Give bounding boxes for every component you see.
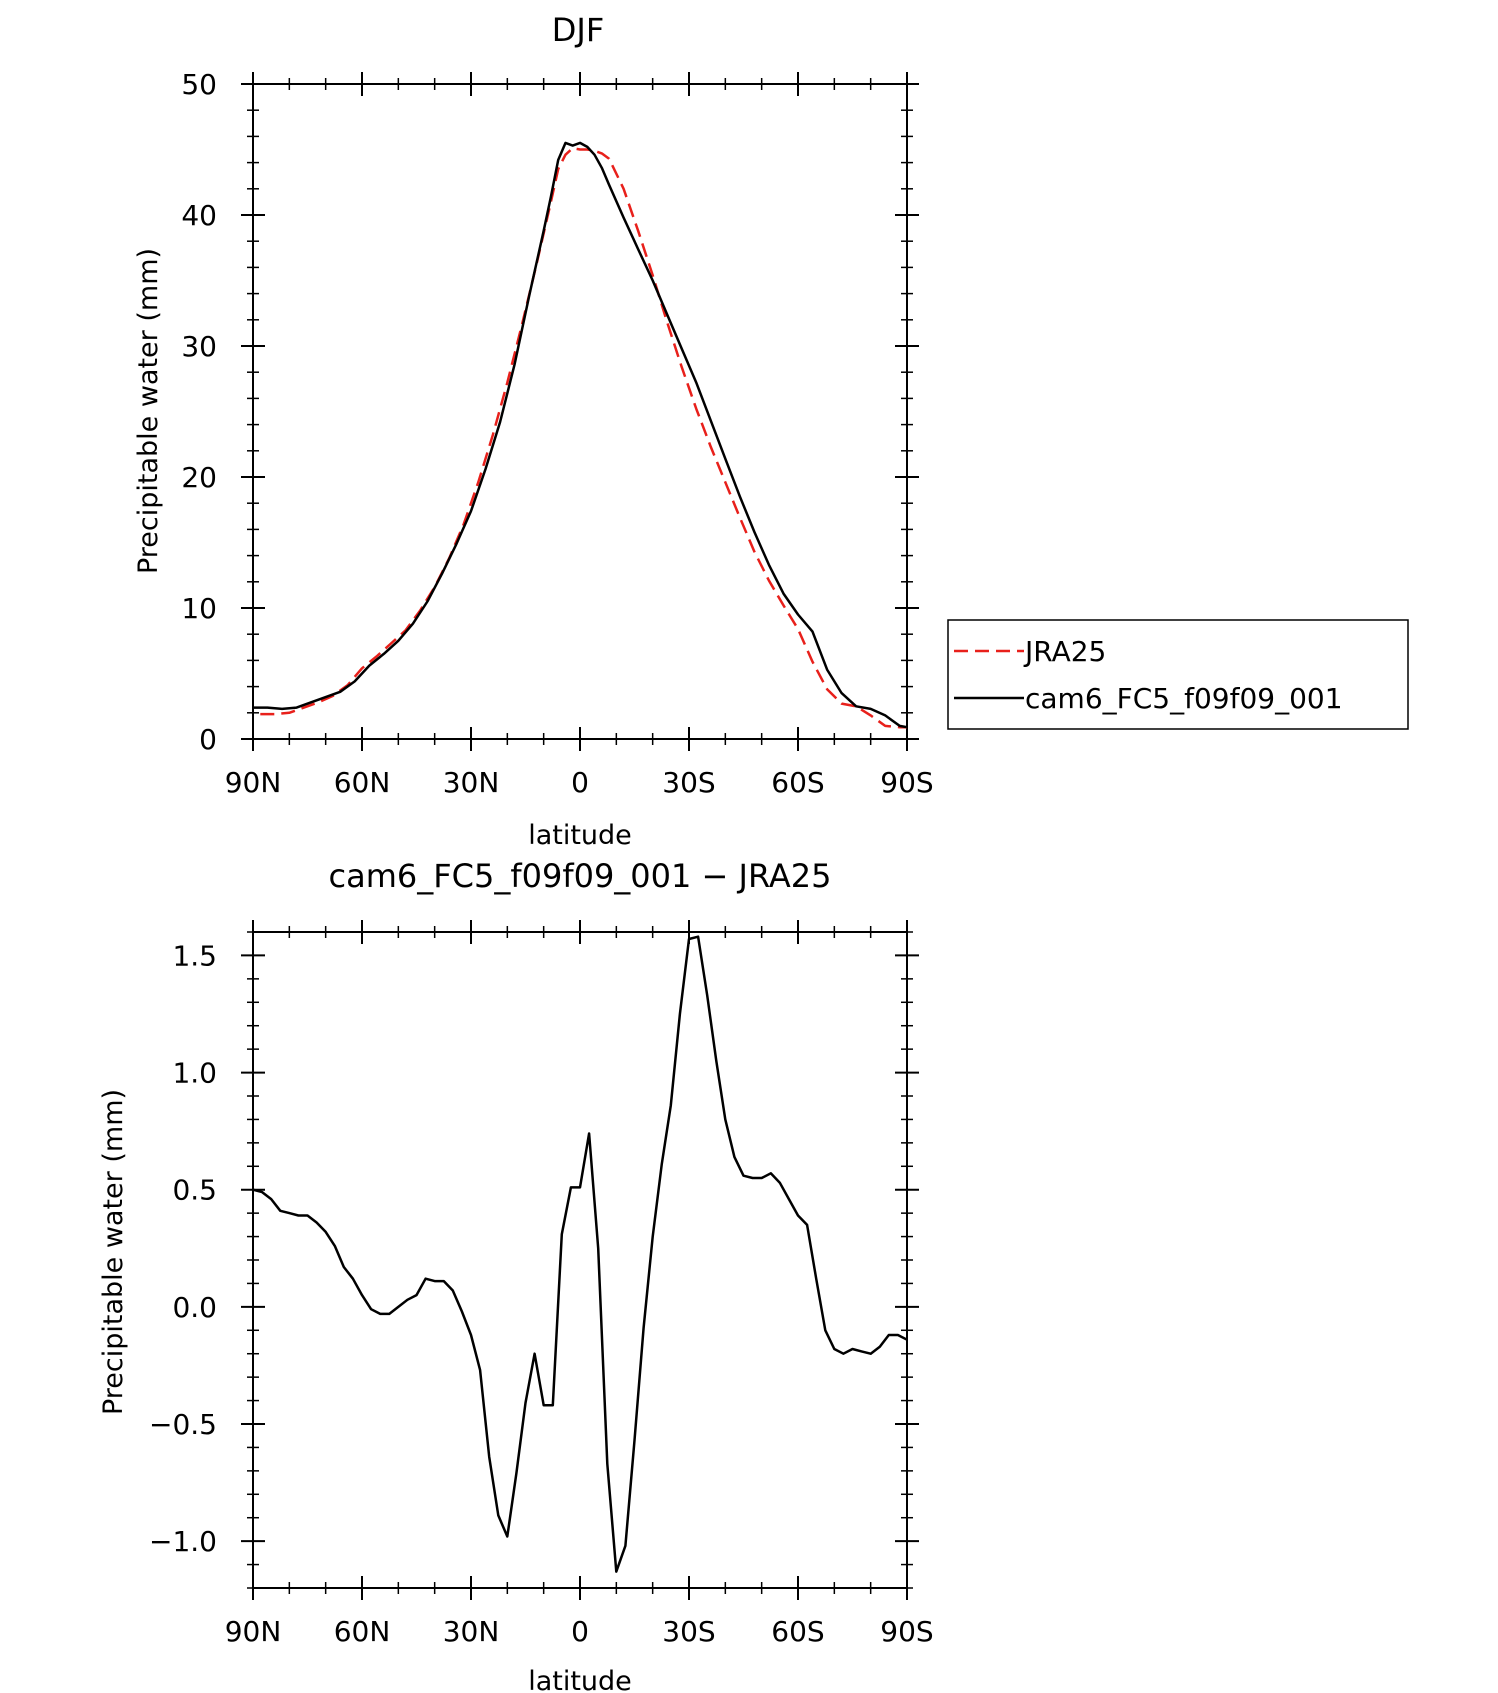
- bottom-y-tick-label: 0.0: [172, 1291, 217, 1324]
- top-plot-area: [241, 72, 919, 751]
- bottom-x-tick-label: 90S: [880, 1615, 933, 1648]
- top-series-group: [253, 141, 908, 729]
- top-x-tick-labels: 90N 60N 30N 0 30S 60S 90S: [225, 766, 934, 799]
- top-y-tick-label: 10: [181, 592, 217, 625]
- bottom-x-tick-label: 0: [571, 1615, 589, 1648]
- top-chart-title: DJF: [552, 11, 604, 49]
- top-y-tick-label: 50: [181, 68, 217, 101]
- top-x-tick-label: 90N: [225, 766, 282, 799]
- bottom-x-tick-label: 30N: [443, 1615, 500, 1648]
- top-x-tick-label: 30N: [443, 766, 500, 799]
- top-y-tick-label: 30: [181, 330, 217, 363]
- bottom-y-tick-label: 1.5: [172, 939, 217, 972]
- bottom-y-tick-label: 1.0: [172, 1057, 217, 1090]
- top-series-line-0: [260, 146, 907, 729]
- bottom-panel: cam6_FC5_f09f09_001 − JRA25 90N 60N 30N 0 30…: [98, 857, 934, 1693]
- top-y-tick-label: 20: [181, 461, 217, 494]
- top-series-line-1: [253, 141, 908, 729]
- top-y-tick-label: 0: [199, 723, 217, 756]
- top-y-tick-label: 40: [181, 199, 217, 232]
- bottom-series-group: [252, 935, 908, 1573]
- bottom-series-line-0: [252, 935, 908, 1573]
- top-ticks: [241, 72, 919, 751]
- bottom-chart-title: cam6_FC5_f09f09_001 − JRA25: [328, 857, 831, 895]
- bottom-y-tick-label: −1.0: [149, 1525, 217, 1558]
- bottom-y-tick-labels: −1.0 −0.5 0.0 0.5 1.0 1.5: [149, 939, 217, 1558]
- top-x-tick-label: 60N: [334, 766, 391, 799]
- legend-label-cam6: cam6_FC5_f09f09_001: [1025, 682, 1343, 715]
- bottom-y-tick-label: −0.5: [149, 1408, 217, 1441]
- top-x-tick-label: 60S: [771, 766, 824, 799]
- bottom-plot-frame: [252, 931, 908, 1589]
- top-y-tick-labels: 0 10 20 30 40 50: [181, 68, 217, 756]
- legend-box: [947, 619, 1409, 730]
- bottom-plot-area: [241, 920, 919, 1600]
- bottom-ticks: [241, 920, 919, 1600]
- top-x-tick-label: 90S: [880, 766, 933, 799]
- legend: JRA25 cam6_FC5_f09f09_001: [947, 619, 1409, 730]
- bottom-x-tick-labels: 90N 60N 30N 0 30S 60S 90S: [225, 1615, 934, 1648]
- top-x-axis-label: latitude: [528, 820, 632, 851]
- bottom-y-tick-label: 0.5: [172, 1174, 217, 1207]
- top-panel: DJF 90N 60N 30N 0 30S 60S 90S 0 10 20 30 40 50 lati…: [133, 11, 1409, 851]
- top-y-axis-label: Precipitable water (mm): [133, 248, 164, 574]
- bottom-y-axis-label: Precipitable water (mm): [98, 1089, 129, 1415]
- top-plot-frame: [252, 83, 908, 740]
- bottom-x-axis-label: latitude: [528, 1666, 632, 1693]
- top-x-tick-label: 30S: [662, 766, 715, 799]
- bottom-x-tick-label: 60S: [771, 1615, 824, 1648]
- bottom-x-tick-label: 30S: [662, 1615, 715, 1648]
- bottom-x-tick-label: 90N: [225, 1615, 282, 1648]
- top-x-tick-label: 0: [571, 766, 589, 799]
- bottom-x-tick-label: 60N: [334, 1615, 391, 1648]
- legend-label-jra25: JRA25: [1023, 635, 1106, 668]
